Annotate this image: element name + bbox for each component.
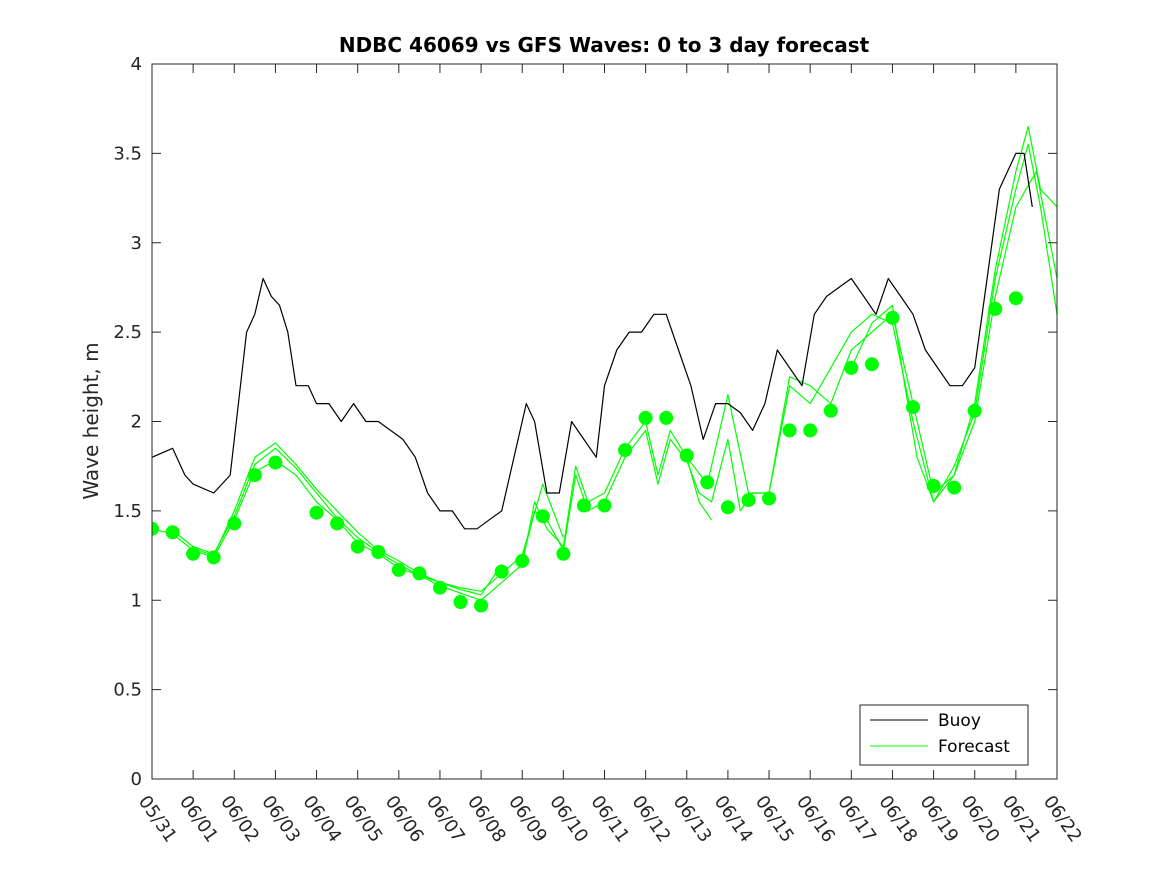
forecast-point [576,498,591,513]
forecast-run-line [768,143,1057,503]
forecast-point [762,491,776,506]
plot-area [152,64,1057,779]
y-axis-label: Wave height, m [79,342,103,499]
forecast-point [515,553,530,568]
forecast-point [330,516,345,531]
y-tick-label: 1 [131,590,142,611]
forecast-point [556,546,571,561]
forecast-point [247,468,262,483]
legend-box [859,704,1029,766]
forecast-point [597,498,612,513]
y-tick-label: 4 [131,54,142,75]
forecast-point [659,410,674,425]
y-tick-label: 0 [131,769,142,790]
chart-title: NDBC 46069 vs GFS Waves: 0 to 3 day fore… [339,33,870,57]
legend-forecast-label: Forecast [938,737,1010,757]
legend-buoy-label: Buoy [938,711,981,731]
y-axis: 0 0.5 1 1.5 2 2.5 3 3.5 4 [113,54,1057,790]
forecast-point [152,521,159,536]
forecast-point [906,400,920,415]
y-tick-label: 0.5 [113,680,142,701]
forecast-point [1008,291,1023,306]
forecast-point [268,455,283,470]
forecast-point [433,580,447,595]
forecast-point [494,564,509,579]
forecast-point [474,598,489,613]
forecast-point [967,403,982,418]
y-tick-label: 2.5 [113,322,142,343]
y-tick-label: 3.5 [113,143,142,164]
forecast-point [823,403,838,418]
forecast-point [227,516,242,531]
y-tick-label: 1.5 [113,501,142,522]
forecast-run-line [686,170,1057,494]
forecast-point [803,423,818,438]
forecast-point [720,500,735,515]
forecast-point [186,546,201,561]
forecast-point [638,410,653,425]
forecast-point [782,423,797,438]
forecast-point [947,480,962,495]
forecast-point [453,595,468,609]
y-tick-label: 3 [131,233,142,254]
forecast-point [206,550,221,565]
forecast-point [618,443,633,458]
forecast-point [391,562,406,577]
legend: Buoy Forecast [859,704,1029,766]
forecast-point [412,566,427,581]
forecast-point [679,448,694,463]
forecast-point [885,310,900,325]
forecast-point [535,509,550,524]
forecast-point [988,301,1003,316]
forecast-run-line [152,460,482,601]
forecast-point [350,539,365,554]
forecast-point [926,478,941,493]
forecast-point [371,545,386,559]
forecast-point [700,475,715,490]
forecast-point [741,493,756,508]
buoy-line [152,152,1033,530]
forecast-run-line [480,420,712,601]
forecast-point [844,360,859,375]
marker-layer [152,291,1023,613]
forecast-point [864,357,879,372]
y-tick-label: 2 [131,412,142,433]
forecast-point [165,525,180,540]
forecast-point [309,505,324,520]
forecast-run-line [850,125,1057,503]
forecast-run-line [521,429,769,562]
